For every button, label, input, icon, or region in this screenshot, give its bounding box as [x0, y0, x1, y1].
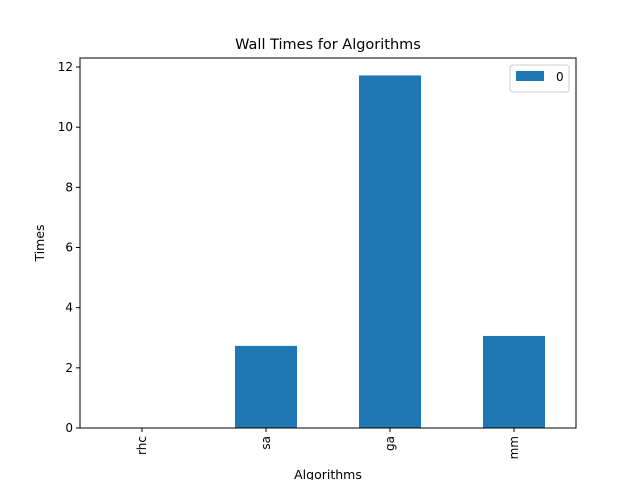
x-tick-label-rhc: rhc	[135, 436, 149, 455]
y-tick-label-0: 0	[65, 421, 73, 435]
y-tick-label-6: 6	[65, 241, 73, 255]
y-tick-label-2: 2	[65, 361, 73, 375]
y-tick-label-8: 8	[65, 180, 73, 194]
x-tick-label-sa: sa	[259, 436, 273, 450]
bar-mm	[483, 335, 545, 428]
x-tick-label-ga: ga	[383, 436, 397, 451]
bar-ga	[359, 75, 421, 429]
legend: 0	[509, 64, 570, 93]
bar-sa	[235, 345, 297, 428]
y-tick-label-4: 4	[65, 301, 73, 315]
plot-frame	[79, 57, 577, 429]
y-axis-label: Times	[32, 224, 47, 262]
x-axis-ticks: rhc sa ga mm	[135, 428, 521, 459]
y-tick-label-12: 12	[58, 60, 73, 74]
x-tick-label-mm: mm	[507, 436, 521, 459]
x-axis-label: Algorithms	[294, 467, 362, 480]
y-tick-label-10: 10	[58, 120, 73, 134]
legend-swatch	[516, 71, 544, 81]
bars	[235, 75, 545, 429]
chart-title: Wall Times for Algorithms	[235, 37, 421, 53]
y-axis-ticks: 0 2 4 6 8 10 12	[58, 60, 80, 435]
legend-label: 0	[556, 70, 564, 84]
